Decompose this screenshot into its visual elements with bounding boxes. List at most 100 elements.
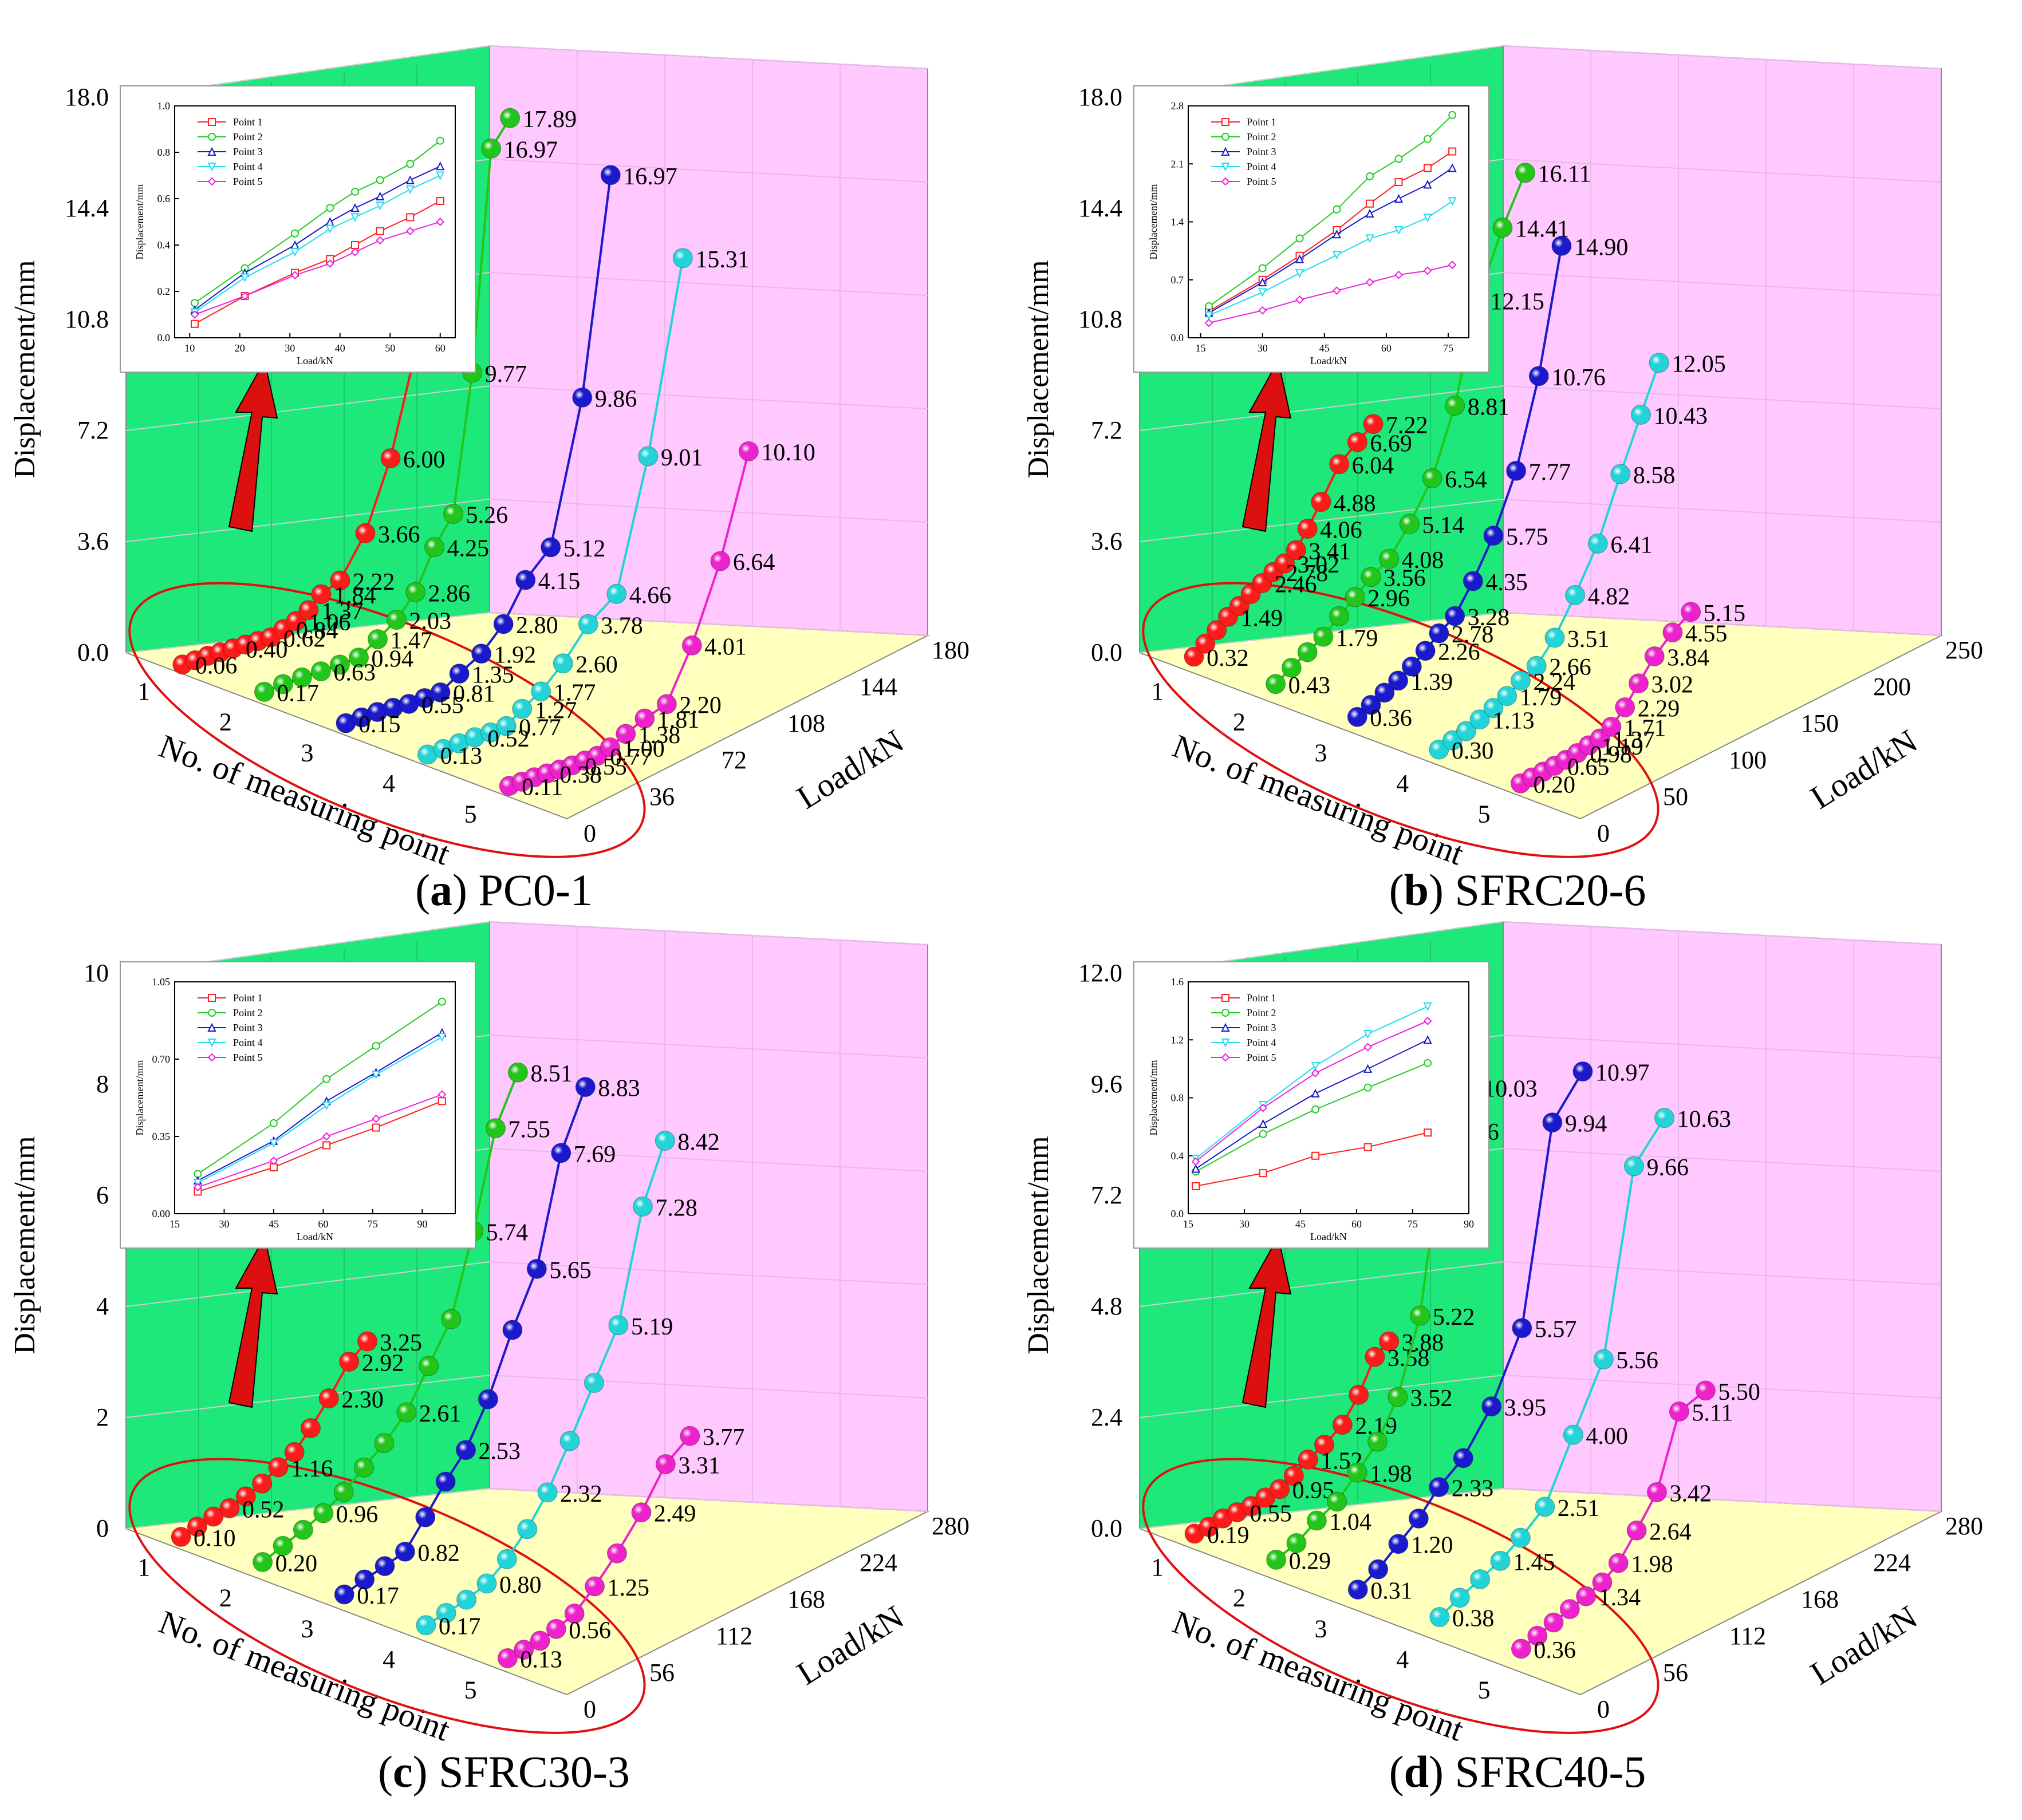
data-point [405,582,426,602]
data-label: 10.43 [1654,403,1708,429]
inset-marker [1191,1164,1200,1173]
inset-marker [1423,1002,1432,1012]
data-point [1445,396,1465,416]
data-label: 0.55 [1250,1501,1292,1527]
inset-y-tick-label: 0.0 [1171,1208,1184,1219]
z-tick-label: 280 [1945,1512,1983,1540]
data-point [1442,730,1463,751]
data-label: 1.37 [321,599,364,625]
data-label: 0.06 [195,653,238,680]
y-axis-title: Displacement/mm [9,1136,41,1354]
z-tick-label: 56 [1663,1659,1688,1687]
x-tick-label: 3 [1314,1614,1327,1643]
data-point [606,583,627,604]
inset-marker [1311,1061,1320,1071]
inset-marker [1423,1016,1432,1025]
inset-marker [1448,260,1457,270]
inset-chart: 10 20 30 40 50 60 0.0 0.2 0.4 0.6 0.8 1.0 Load/kN Dis… [120,85,476,373]
y-tick-label: 0.0 [77,638,109,666]
data-label: 2.86 [428,581,471,607]
data-point [631,1502,652,1523]
z-tick-label: 144 [860,673,897,701]
data-label: 8.42 [677,1129,720,1155]
z-tick-label: 224 [860,1549,897,1577]
data-label: 2.22 [353,569,395,595]
inset-marker [207,147,216,156]
data-label: 3.51 [1567,626,1610,653]
inset-marker [207,1039,216,1048]
grid-line [125,1488,490,1529]
data-label: 8.81 [1468,394,1510,421]
data-label: 2.78 [1452,622,1494,648]
z-tick-label: 0 [1597,1695,1610,1723]
data-label: 2.60 [576,652,618,678]
data-point [355,523,376,543]
data-label: 3.56 [1384,566,1426,592]
data-point [1587,533,1608,554]
data-label: 0.13 [440,743,483,769]
grid-line [125,612,490,653]
data-point [1347,432,1367,452]
z-tick-label: 168 [787,1585,825,1613]
data-label: 3.52 [1410,1385,1453,1412]
data-label: 0.77 [519,714,561,741]
chart-panel-d: 0.02.44.87.29.612.0Displacement/mm12345N… [1022,921,1983,1748]
inset-marker [322,1075,331,1083]
inset-y-tick-label: 0.35 [152,1131,171,1142]
data-point [1515,163,1536,183]
inset-marker [1365,208,1374,218]
inset-marker [350,247,360,256]
inset-marker [322,1132,331,1141]
data-point [500,108,521,128]
data-label: 1.04 [1329,1509,1371,1535]
data-label: 3.84 [1667,645,1709,671]
inset-x-tick-label: 75 [1443,342,1453,354]
inset-x-tick-label: 10 [184,342,195,354]
data-point [1615,697,1635,718]
data-label: 0.15 [358,712,401,738]
data-point [424,537,445,558]
x-tick-label: 5 [464,800,477,828]
inset-marker [1204,318,1213,327]
data-point [1449,1588,1470,1608]
data-point [449,664,470,684]
inset-marker [1259,1169,1267,1178]
data-label: 4.82 [1588,583,1630,610]
y-tick-label: 3.6 [1091,527,1122,555]
data-point [349,648,369,668]
inset-marker [1333,205,1341,214]
data-label: 0.38 [1452,1606,1495,1632]
data-label: 4.35 [1485,570,1528,596]
data-label: 1.34 [1599,1585,1641,1611]
data-label: 6.64 [733,550,775,576]
y-axis-title: Displacement/mm [9,260,41,478]
data-label: 1.98 [1370,1461,1412,1487]
x-tick-label: 4 [383,1645,395,1673]
inset-x-tick-label: 40 [335,342,345,354]
inset-marker [406,213,415,222]
data-point [1644,646,1665,666]
data-point [1610,464,1631,484]
grid-line [1503,1261,1942,1285]
z-tick-label: 112 [716,1622,752,1650]
data-label: 1.71 [1624,715,1666,741]
data-point [481,138,502,159]
x-tick-label: 1 [137,677,150,705]
x-tick-label: 5 [1478,800,1491,828]
data-point [1367,1431,1388,1452]
data-point [1297,519,1318,539]
data-point [656,694,677,714]
inset-marker [1448,147,1457,156]
data-point [1497,686,1518,706]
data-label: 2.24 [1533,669,1575,696]
data-point [1429,1477,1449,1498]
data-point [638,446,659,467]
y-tick-label: 10 [84,959,109,987]
data-label: 5.15 [1704,601,1746,627]
data-point [1297,642,1318,662]
data-label: 0.56 [569,1617,611,1644]
highlight-ellipse [128,1458,646,1734]
data-label: 3.66 [378,522,420,548]
data-label: 0.96 [336,1502,379,1528]
